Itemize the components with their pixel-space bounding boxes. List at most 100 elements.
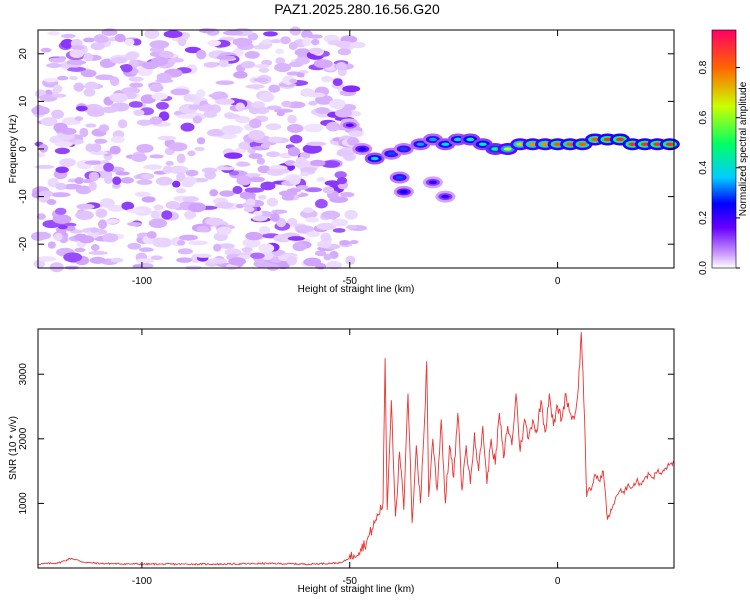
spectrogram-noise-cell	[243, 206, 255, 213]
spectrogram-noise-cell	[135, 258, 155, 264]
spectrogram-noise-cell	[168, 142, 188, 152]
spectrogram-noise-cell	[40, 47, 52, 53]
spectrogram-noise-cell	[51, 109, 65, 120]
spectrogram-noise-cell	[215, 201, 234, 209]
spectrogram-noise-cell	[305, 216, 319, 223]
spectrogram-noise-cell	[66, 60, 87, 65]
spectrogram-noise-cell	[334, 108, 352, 118]
spectrogram-noise-cell	[300, 171, 309, 177]
spectrogram-noise-cell	[132, 264, 142, 269]
spectrogram-noise-cell	[320, 232, 331, 242]
colorbar-tick-label: 0.4	[698, 160, 709, 174]
spectrogram-noise-cell	[215, 166, 236, 171]
spectrogram-noise-cell	[276, 260, 290, 270]
spectrogram-noise-cell	[83, 52, 94, 62]
spectrogram-noise-cell	[95, 74, 115, 81]
spectrogram-noise-cell	[54, 147, 70, 155]
spectrogram-ridge-core	[395, 175, 404, 180]
spectrogram-x-label: Height of straight line (km)	[298, 284, 415, 295]
spectrogram-noise-cell	[49, 262, 64, 273]
spectrogram-noise-cell	[57, 75, 69, 81]
spectrogram-noise-cell	[253, 210, 263, 216]
spectrogram-noise-cell	[110, 56, 128, 64]
spectrogram-noise-cell	[175, 188, 186, 194]
spectrogram-noise-cell	[79, 127, 89, 138]
spectrogram-noise-cell	[321, 160, 340, 168]
spectrogram-noise-cell	[311, 38, 320, 46]
spectrogram-noise-cell	[99, 198, 115, 208]
spectrogram-noise-cell	[287, 114, 297, 124]
spectrogram-noise-cell	[84, 81, 99, 90]
spectrogram-noise-cell	[315, 107, 330, 115]
spectrogram-noise-cell	[90, 244, 100, 252]
spectrogram-noise-cell	[236, 161, 251, 167]
spectrogram-noise-cell	[348, 130, 363, 137]
spectrogram-noise-cell	[260, 181, 276, 191]
spectrogram-noise-cell	[131, 38, 142, 46]
spectrogram-noise-cell	[48, 57, 65, 63]
spectrogram-noise-cell	[169, 165, 189, 174]
spectrogram-noise-cell	[203, 62, 219, 68]
spectrogram-noise-cell	[286, 217, 298, 227]
snr-plot: -100 -50 0 1000 2000 3000 Height of straight…	[8, 328, 675, 595]
spectrogram-noise-cell	[331, 218, 348, 227]
spectrogram-noise-cell	[136, 119, 153, 126]
spectrogram-noise-cell	[89, 256, 106, 264]
spectrogram-noise-cell	[177, 248, 193, 255]
spectrogram-noise-cell	[59, 158, 76, 167]
spectrogram-noise-cell	[223, 30, 243, 36]
spectrogram-noise-cell	[248, 153, 263, 159]
spectrogram-noise-cell	[235, 102, 246, 112]
spectrogram-noise-cell	[199, 104, 215, 112]
spectrogram-noise-cell	[50, 192, 71, 198]
spectrogram-noise-cell	[292, 241, 307, 252]
spectrogram-noise-cell	[103, 174, 113, 185]
spectrogram-noise-cell	[138, 247, 154, 252]
spectrogram-noise-cell	[90, 42, 105, 50]
spectrogram-noise-cell	[218, 243, 235, 249]
spectrogram-noise-cell	[38, 190, 54, 198]
spectrogram-noise-cell	[162, 165, 173, 174]
spectrogram-noise-cell	[309, 47, 324, 55]
spectrogram-noise-cell	[204, 170, 216, 180]
colorbar-tick-label: 0.0	[698, 261, 709, 275]
spectrogram-noise-cell	[101, 28, 118, 37]
spectrogram-ridge-core	[478, 142, 487, 147]
spectrogram-noise-cell	[182, 196, 199, 202]
spectrogram-noise-cell	[334, 171, 347, 179]
spectrogram-noise-cell	[120, 177, 134, 184]
spectrogram-noise-cell	[303, 123, 324, 133]
spectrogram-noise-cell	[74, 116, 84, 122]
spectrogram-noise-cell	[161, 210, 173, 220]
spectrogram-noise-cell	[66, 66, 87, 72]
spectrogram-noise-cell	[153, 204, 164, 211]
x-tick-label: 0	[555, 576, 561, 587]
spectrogram-noise-cell	[329, 98, 346, 109]
spectrogram-noise-cell	[151, 92, 168, 101]
spectrogram-noise-cell	[126, 221, 143, 227]
spectrogram-noise-cell	[87, 109, 105, 117]
spectrogram-noise-cell	[314, 250, 327, 257]
spectrogram-noise-cell	[335, 40, 354, 48]
spectrogram-noise-cell	[176, 257, 193, 263]
colorbar-tick-label: 0.8	[698, 60, 709, 74]
spectrogram-noise-cell	[93, 34, 107, 43]
spectrogram-noise-cell	[248, 129, 265, 140]
spectrogram-noise-cell	[245, 84, 265, 89]
spectrogram-ridge-core	[603, 137, 612, 142]
spectrogram-noise-cell	[51, 93, 67, 98]
spectrogram-noise-cell	[75, 105, 88, 112]
x-tick-label: -100	[132, 576, 152, 587]
spectrogram-noise-cell	[121, 201, 135, 211]
spectrogram-ridge-core	[453, 137, 462, 142]
y-tick-label: 0	[18, 146, 29, 152]
spectrogram-noise-cell	[157, 135, 177, 141]
spectrogram-noise-cell	[156, 72, 172, 83]
spectrogram-noise-cell	[89, 227, 99, 233]
spectrogram-ridge-core	[516, 142, 525, 147]
spectrogram-noise-cell	[258, 226, 271, 235]
spectrogram-noise-cell	[244, 187, 265, 193]
spectrogram-noise-cell	[247, 32, 259, 41]
spectrogram-noise-cell	[223, 152, 243, 159]
spectrogram-noise-cell	[232, 37, 253, 47]
